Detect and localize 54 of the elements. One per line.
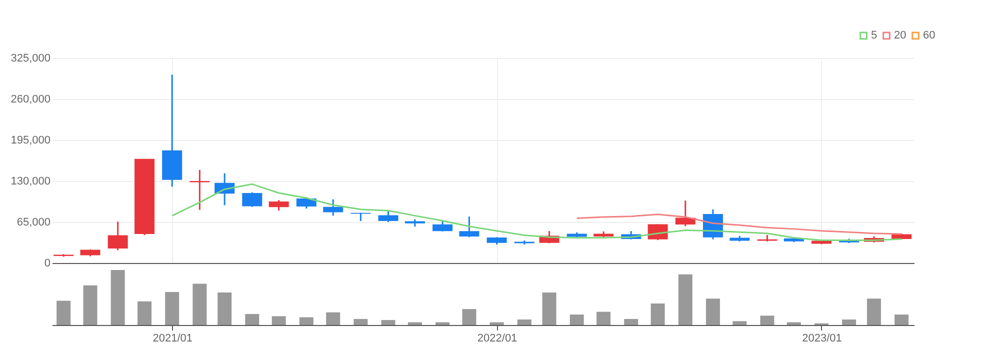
x-tick-label: 2023/01 xyxy=(802,332,842,344)
bar xyxy=(138,301,152,325)
bar xyxy=(192,284,207,325)
x-tick-label: 2021/01 xyxy=(152,332,192,344)
bar xyxy=(354,318,368,325)
line-series xyxy=(171,183,902,242)
y-tick-label: 325,000 xyxy=(10,52,50,64)
bar xyxy=(732,321,747,325)
candlestick xyxy=(378,209,398,223)
candlestick xyxy=(108,220,128,251)
bar xyxy=(624,318,638,325)
bar xyxy=(570,314,584,325)
candlestick xyxy=(675,200,696,227)
bar xyxy=(678,274,692,325)
bar xyxy=(218,292,232,325)
bar xyxy=(786,322,801,325)
bar xyxy=(165,292,180,325)
bar xyxy=(542,292,556,325)
candlestick xyxy=(242,192,262,208)
y-tick-label: 260,000 xyxy=(10,94,50,106)
bar xyxy=(436,322,450,325)
bar xyxy=(245,314,260,325)
bar xyxy=(760,316,774,325)
y-tick-label: 65,000 xyxy=(16,216,50,228)
candlestick xyxy=(296,196,316,210)
bar xyxy=(517,320,532,325)
bar xyxy=(842,320,856,325)
y-tick-label: 130,000 xyxy=(10,176,50,188)
bar xyxy=(408,322,422,325)
bar xyxy=(462,309,476,325)
bar xyxy=(326,312,340,325)
candlestick xyxy=(323,198,344,216)
bar xyxy=(272,316,286,325)
legend-label: 60 xyxy=(923,30,936,42)
bar xyxy=(110,270,125,325)
legend-label: 20 xyxy=(894,30,906,42)
bar xyxy=(299,317,314,325)
y-tick-label: 195,000 xyxy=(10,134,50,146)
bar xyxy=(650,304,665,325)
bar xyxy=(596,312,611,325)
y-tick-label: 0 xyxy=(44,258,50,270)
bar xyxy=(381,320,396,325)
bar xyxy=(894,314,909,325)
candlestick xyxy=(190,169,210,211)
candlestick xyxy=(648,223,668,241)
candlestick xyxy=(459,216,480,238)
bar xyxy=(866,298,881,325)
x-tick-label: 2022/01 xyxy=(477,332,518,344)
legend-label: 5 xyxy=(871,30,878,42)
bar xyxy=(83,285,98,325)
candlestick xyxy=(268,199,289,212)
bar xyxy=(706,298,720,325)
bar xyxy=(490,322,504,325)
bar xyxy=(56,300,71,325)
